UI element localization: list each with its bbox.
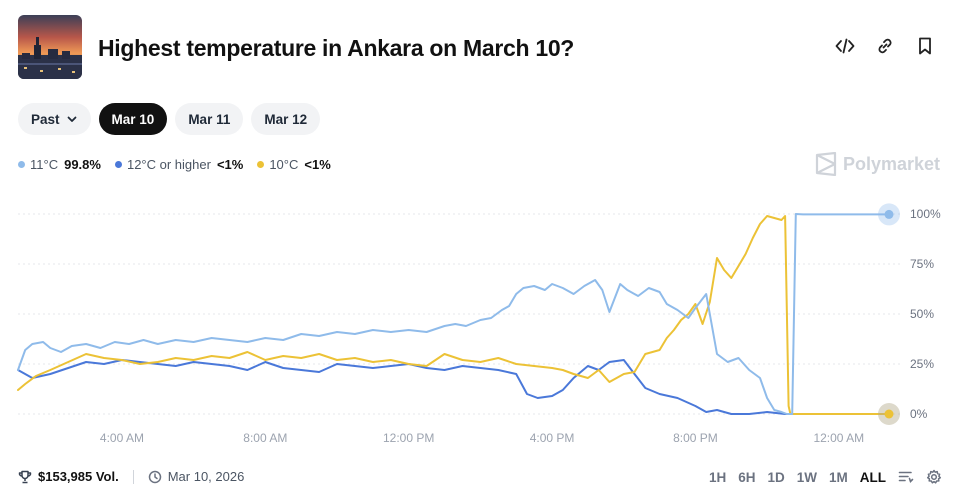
chart-footer: $153,985 Vol. Mar 10, 2026 1H 6H 1D 1W 1…: [18, 469, 942, 489]
tab-mar-11[interactable]: Mar 11: [175, 103, 244, 135]
range-1w[interactable]: 1W: [796, 469, 817, 485]
range-all[interactable]: ALL: [859, 469, 886, 485]
series-endpoints: [878, 203, 900, 425]
y-tick-label-75: 75%: [910, 257, 934, 271]
polymarket-watermark: Polymarket: [815, 152, 940, 176]
range-6h[interactable]: 6H: [738, 469, 756, 485]
chart-legend: 11°C 99.8% 12°C or higher <1% 10°C <1%: [18, 157, 331, 172]
x-tick-label-0: 4:00 AM: [100, 431, 144, 445]
brand-name: Polymarket: [842, 153, 940, 174]
legend-item-11c: 11°C 99.8%: [18, 157, 101, 172]
time-range-selector: 1H 6H 1D 1W 1M ALL: [709, 469, 942, 485]
sort-lines-icon[interactable]: [898, 469, 914, 485]
range-1h[interactable]: 1H: [708, 469, 727, 485]
clock-icon: [148, 470, 161, 483]
legend-value-11c: 99.8%: [64, 157, 101, 172]
legend-value-10c: <1%: [304, 157, 331, 172]
settings-gear-icon[interactable]: [926, 469, 942, 485]
x-tick-label-5: 12:00 AM: [813, 431, 864, 445]
legend-item-10c: 10°C <1%: [257, 157, 331, 172]
y-tick-label-100: 100%: [910, 207, 941, 221]
y-tick-label-0: 0%: [910, 407, 928, 421]
market-header: Highest temperature in Ankara on March 1…: [18, 15, 936, 79]
market-title: Highest temperature in Ankara on March 1…: [98, 35, 575, 61]
x-tick-label-3: 4:00 PM: [530, 431, 575, 445]
link-icon[interactable]: [874, 35, 896, 57]
market-thumbnail: [18, 15, 82, 79]
polymarket-logo-icon: [815, 152, 837, 176]
range-1m[interactable]: 1M: [828, 469, 848, 485]
endpoint-dot-0: [884, 209, 894, 219]
chevron-down-icon: [67, 116, 76, 122]
footer-divider: [132, 469, 134, 484]
tab-mar-12[interactable]: Mar 12: [251, 103, 321, 135]
legend-dot-12c: [114, 161, 122, 168]
legend-dot-10c: [257, 161, 265, 168]
date-tabs: Past Mar 10 Mar 11 Mar 12: [18, 103, 321, 135]
x-axis: 4:00 AM 8:00 AM 12:00 PM 4:00 PM 8:00 PM 12:0…: [100, 431, 864, 445]
bookmark-icon[interactable]: [914, 35, 936, 57]
volume-text: $153,985 Vol.: [38, 469, 119, 484]
series-line-2: [17, 215, 890, 415]
y-axis: 0% 25% 50% 75% 100%: [910, 207, 941, 421]
legend-dot-11c: [18, 161, 25, 168]
tab-mar-10[interactable]: Mar 10: [98, 103, 168, 135]
y-tick-label-25: 25%: [910, 357, 934, 371]
range-1d[interactable]: 1D: [767, 469, 785, 485]
series-line-1: [17, 359, 890, 415]
y-tick-label-50: 50%: [910, 307, 934, 321]
legend-label-12c: 12°C or higher: [126, 157, 211, 172]
embed-code-icon[interactable]: [834, 35, 856, 57]
endpoint-dot-2: [884, 409, 894, 419]
chart-series: [17, 213, 890, 415]
end-date-text: Mar 10, 2026: [167, 469, 245, 484]
legend-item-12c: 12°C or higher <1%: [114, 157, 244, 172]
tab-past-label: Past: [31, 111, 60, 127]
tab-past[interactable]: Past: [18, 103, 91, 135]
chart-grid: [18, 213, 900, 415]
legend-value-12c: <1%: [216, 157, 244, 172]
x-tick-label-1: 8:00 AM: [243, 431, 287, 445]
series-line-0: [17, 213, 890, 415]
x-tick-label-4: 8:00 PM: [673, 431, 718, 445]
legend-label-10c: 10°C: [269, 157, 299, 172]
trophy-icon: [18, 470, 32, 483]
x-tick-label-2: 12:00 PM: [383, 431, 434, 445]
legend-label-11c: 11°C: [30, 157, 59, 172]
price-history-chart[interactable]: 0%25%50%75%100% 4:00 AM 8:00 AM 12:00 PM 4:…: [0, 195, 954, 457]
